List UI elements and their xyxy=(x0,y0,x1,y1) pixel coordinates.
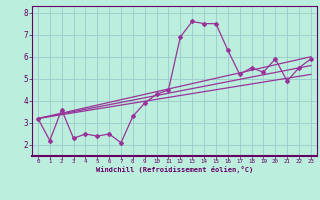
X-axis label: Windchill (Refroidissement éolien,°C): Windchill (Refroidissement éolien,°C) xyxy=(96,166,253,173)
